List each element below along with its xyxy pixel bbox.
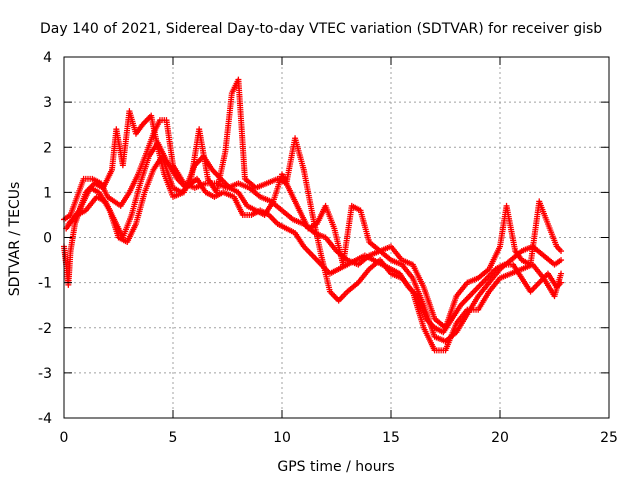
y-tick-label: 4 (43, 50, 52, 66)
y-tick-label: 2 (43, 140, 52, 156)
x-axis-label: GPS time / hours (277, 459, 394, 475)
y-tick-label: -4 (38, 411, 52, 427)
y-tick-label: -3 (38, 366, 52, 382)
chart-title: Day 140 of 2021, Sidereal Day-to-day VTE… (40, 21, 602, 37)
x-tick-label: 15 (382, 430, 400, 446)
data-point-marker (558, 257, 565, 264)
y-tick-label: -1 (38, 276, 52, 292)
y-tick-label: -2 (38, 321, 52, 337)
data-point-marker (558, 270, 565, 277)
data-point-marker (558, 248, 565, 255)
x-tick-label: 5 (169, 430, 178, 446)
x-tick-label: 20 (491, 430, 509, 446)
y-tick-label: 0 (43, 231, 52, 247)
y-axis-label: SDTVAR / TECUs (7, 182, 23, 297)
data-points (61, 76, 565, 354)
data-point-marker (558, 279, 565, 286)
y-tick-label: 1 (43, 185, 52, 201)
x-tick-label: 0 (60, 430, 69, 446)
axis-ticks: -4 -3 -2 -1 0 1 2 3 4 0 5 10 15 20 25 (38, 50, 618, 446)
y-tick-label: 3 (43, 95, 52, 111)
x-tick-label: 25 (600, 430, 618, 446)
x-tick-label: 10 (273, 430, 291, 446)
